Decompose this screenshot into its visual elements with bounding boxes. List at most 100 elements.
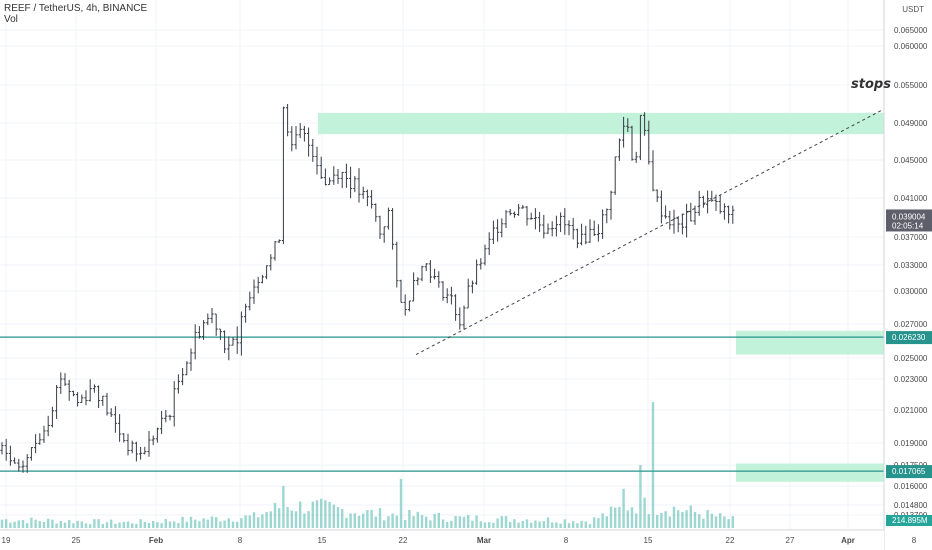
volume-bar xyxy=(538,521,541,528)
volume-bar xyxy=(131,523,134,528)
volume-bar xyxy=(698,514,701,528)
volume-bar xyxy=(278,508,281,528)
volume-value-label: 214.895M xyxy=(892,516,928,525)
volume-bar xyxy=(635,513,638,528)
resistance-zone xyxy=(736,330,884,355)
stops-annotation: stops xyxy=(851,77,891,92)
volume-bar xyxy=(0,519,4,528)
volume-bar xyxy=(622,488,625,528)
volume-bar xyxy=(152,520,155,528)
volume-bar xyxy=(59,520,62,528)
volume-bar xyxy=(93,519,96,528)
volume-bar xyxy=(370,509,373,528)
volume-bar xyxy=(215,517,218,528)
volume-bar xyxy=(5,519,8,528)
symbol-title: REEF / TetherUS, 4h, BINANCE xyxy=(4,3,148,14)
volume-bar xyxy=(530,522,533,528)
rising-trendline xyxy=(415,108,885,356)
volume-bar xyxy=(483,522,487,528)
volume-bar xyxy=(425,516,428,528)
volume-bar xyxy=(126,521,130,528)
price-tick-label: 0.025000 xyxy=(894,354,928,363)
volume-bar xyxy=(9,522,12,528)
volume-bar xyxy=(555,522,558,528)
volume-bar xyxy=(147,523,151,528)
volume-bar xyxy=(677,510,680,528)
volume-bar xyxy=(471,520,474,528)
grid xyxy=(0,0,915,530)
volume-bar xyxy=(236,521,239,528)
volume-bar xyxy=(429,520,432,528)
volume-bar xyxy=(521,520,524,528)
volume-bar xyxy=(567,523,571,528)
volume-bar xyxy=(639,465,642,528)
volume-bar xyxy=(68,520,71,528)
volume-bar xyxy=(307,511,310,528)
price-axis-bg xyxy=(884,0,932,550)
volume-bar xyxy=(433,513,436,528)
volume-bar xyxy=(458,516,461,528)
time-tick-label: 22 xyxy=(399,536,408,545)
volume-bar xyxy=(441,519,445,528)
volume-bar xyxy=(362,513,365,528)
price-axis-unit: USDT xyxy=(902,5,924,14)
price-tick-label: 0.060000 xyxy=(894,42,928,51)
time-tick-label: Mar xyxy=(477,536,491,545)
volume-bar xyxy=(294,511,298,528)
price-bars xyxy=(0,103,735,473)
time-tick-label: 22 xyxy=(726,536,735,545)
volume-bar xyxy=(328,502,331,528)
price-tick-label: 0.045000 xyxy=(894,156,928,165)
volume-bar xyxy=(509,521,512,528)
volume-bar xyxy=(160,523,163,528)
volume-bar xyxy=(546,517,550,528)
volume-bar xyxy=(378,508,382,528)
time-tick-label: 19 xyxy=(2,536,11,545)
volume-bar xyxy=(244,515,247,528)
volume-bar xyxy=(118,522,121,528)
volume-bar xyxy=(189,516,193,528)
volume-bar xyxy=(30,517,33,528)
volume-bar xyxy=(412,516,415,528)
volume-bar xyxy=(80,521,83,528)
volume-bar xyxy=(488,522,491,528)
volume-bar xyxy=(551,522,554,528)
volume-bar xyxy=(349,513,352,528)
volume-bar xyxy=(492,522,495,528)
volume-bar xyxy=(311,501,314,528)
volume-bar xyxy=(719,513,722,528)
volume-bar xyxy=(702,518,705,528)
volume-bar xyxy=(282,486,285,528)
volume-bar xyxy=(290,510,293,528)
volume-bar xyxy=(324,500,327,528)
volume-bar xyxy=(273,502,277,528)
volume-bar xyxy=(164,518,167,528)
volume-bar xyxy=(366,510,369,528)
price-tick-label: 0.027000 xyxy=(894,320,928,329)
time-axis: 19 25 Feb 8 15 22 Mar 8 15 22 27 Apr 8 xyxy=(0,529,917,550)
time-tick-label: 8 xyxy=(564,536,569,545)
time-tick-label: 27 xyxy=(786,536,795,545)
volume-bar xyxy=(231,521,235,528)
volume-bar xyxy=(664,511,667,528)
volume-bar xyxy=(248,515,251,528)
volume-bar xyxy=(194,519,197,528)
volume-bar xyxy=(181,516,184,528)
volume-bar xyxy=(38,521,41,528)
volume-bar xyxy=(261,514,264,528)
volume-bar xyxy=(269,511,272,528)
price-tick-label: 0.023000 xyxy=(894,375,928,384)
volume-bar xyxy=(42,521,46,528)
volume-bar xyxy=(656,514,659,528)
volume-bar xyxy=(479,521,482,528)
volume-bar xyxy=(588,524,592,528)
volume-bar xyxy=(198,521,201,528)
volume-bar xyxy=(34,519,37,528)
last-price-badge xyxy=(886,209,932,232)
volume-bar xyxy=(286,506,289,528)
volume-bar xyxy=(496,518,499,528)
volume-bar xyxy=(584,521,587,528)
volume-indicator-label: Vol xyxy=(4,14,18,25)
volume-bar xyxy=(341,508,344,528)
